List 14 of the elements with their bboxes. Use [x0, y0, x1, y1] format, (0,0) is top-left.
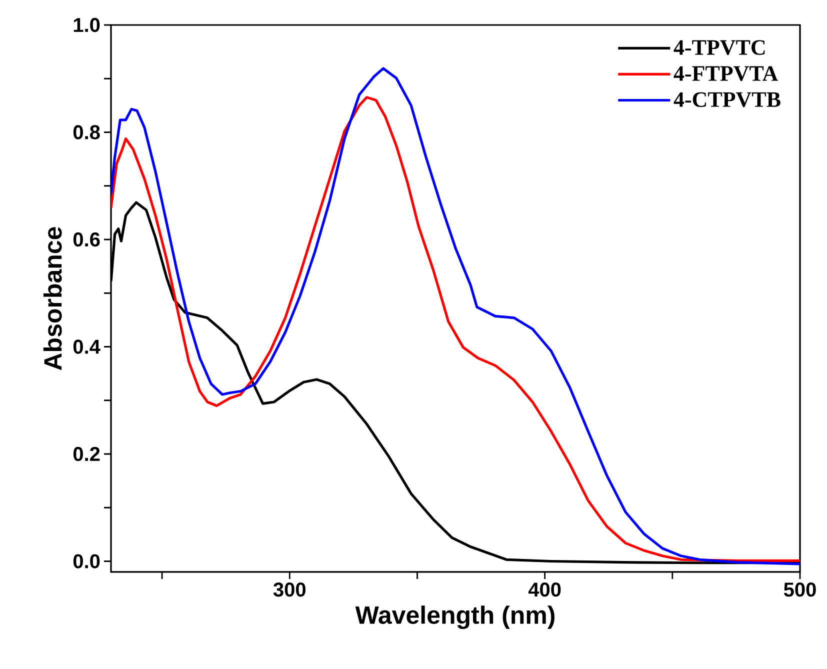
y-tick-label: 0.4 — [73, 340, 100, 354]
y-tick-label: 0.6 — [73, 232, 100, 247]
y-tick-label: 0.8 — [73, 125, 100, 140]
y-tick-label: 0.0 — [73, 554, 100, 568]
y-tick-label: 1.0 — [74, 18, 100, 32]
x-tick-label: 300 — [273, 582, 306, 597]
x-axis-title: Wavelength (nm) — [355, 606, 554, 629]
legend-label: 4-TPVTC — [674, 40, 765, 56]
x-tick-label: 500 — [784, 582, 816, 597]
legend-label: 4-CTPVTB — [674, 92, 780, 108]
y-axis-title: Absorbance — [43, 227, 62, 370]
legend-label: 4-FTPVTA — [674, 66, 778, 82]
x-tick-label: 400 — [528, 582, 561, 597]
y-tick-label: 0.2 — [73, 446, 100, 462]
